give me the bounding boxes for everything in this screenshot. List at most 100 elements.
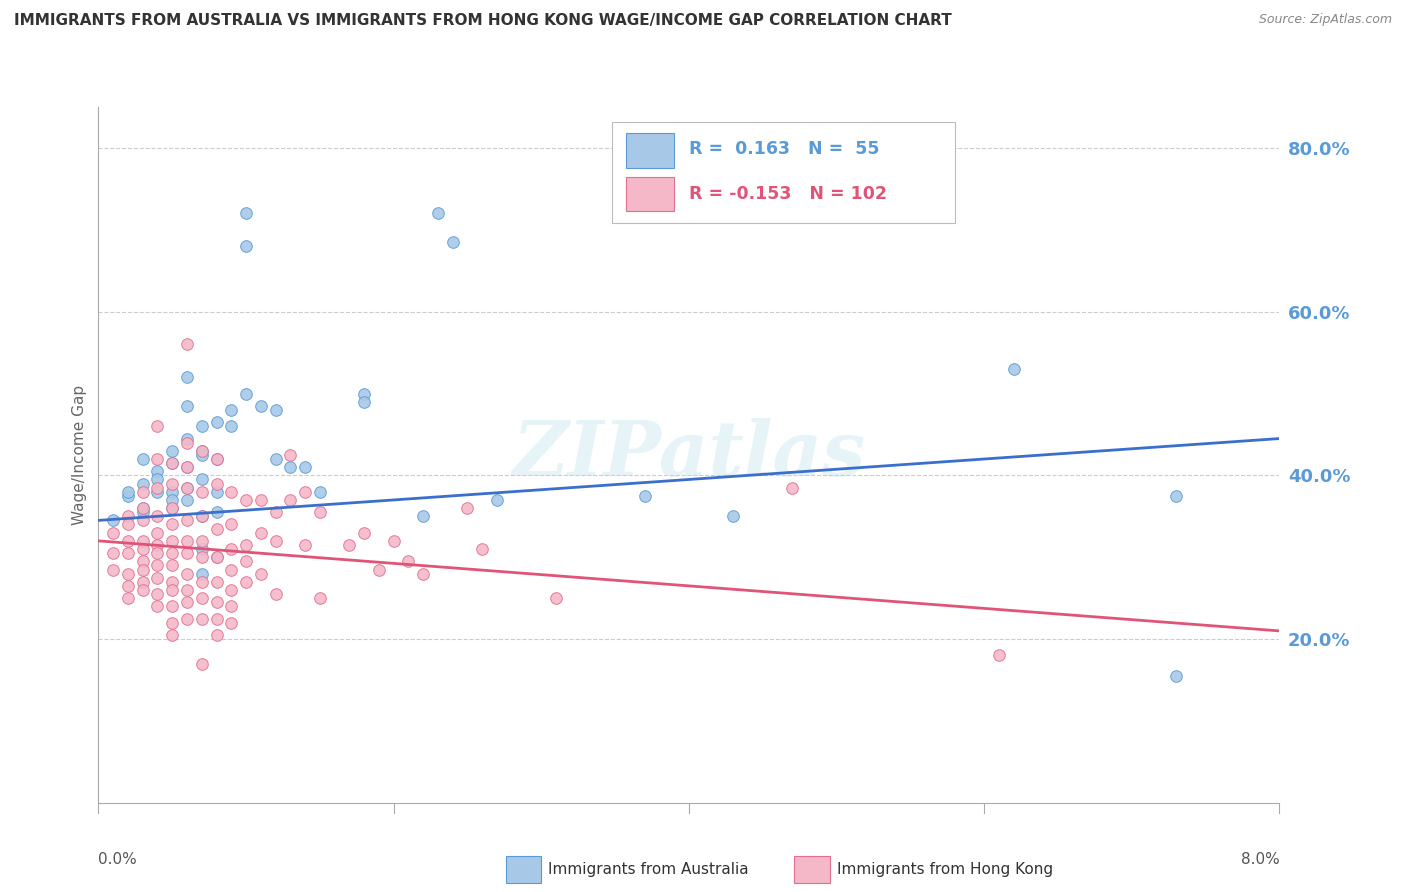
Point — [219, 403, 242, 417]
Point — [176, 481, 198, 495]
Text: ZIPatlas: ZIPatlas — [512, 418, 866, 491]
Point — [132, 501, 155, 516]
Point — [162, 628, 183, 642]
Point — [219, 542, 242, 557]
Point — [1164, 669, 1187, 683]
Point — [633, 489, 655, 503]
Point — [132, 476, 155, 491]
Point — [117, 566, 139, 581]
Point — [396, 554, 419, 568]
Point — [176, 546, 198, 560]
Point — [176, 432, 198, 446]
Point — [162, 533, 183, 548]
Point — [235, 239, 257, 253]
Point — [219, 615, 242, 630]
Point — [205, 612, 228, 626]
Point — [308, 484, 332, 499]
Point — [219, 419, 242, 434]
Point — [103, 513, 125, 527]
Point — [117, 546, 139, 560]
Point — [146, 587, 169, 601]
Point — [146, 525, 169, 540]
Point — [294, 460, 316, 475]
Point — [162, 456, 183, 470]
Text: Immigrants from Australia: Immigrants from Australia — [548, 863, 749, 877]
Point — [132, 554, 155, 568]
Point — [162, 546, 183, 560]
Point — [219, 484, 242, 499]
Y-axis label: Wage/Income Gap: Wage/Income Gap — [72, 384, 87, 525]
Point — [132, 542, 155, 557]
Point — [456, 501, 478, 516]
Point — [162, 484, 183, 499]
Point — [176, 595, 198, 609]
Point — [103, 525, 125, 540]
Point — [191, 657, 214, 671]
Point — [546, 591, 568, 606]
Point — [162, 501, 183, 516]
Point — [412, 566, 434, 581]
Point — [219, 599, 242, 614]
Point — [205, 452, 228, 467]
Point — [117, 533, 139, 548]
Point — [191, 443, 214, 458]
Point — [132, 533, 155, 548]
Point — [146, 538, 169, 552]
Text: R = -0.153   N = 102: R = -0.153 N = 102 — [689, 185, 887, 203]
Point — [146, 473, 169, 487]
Point — [146, 419, 169, 434]
Point — [162, 443, 183, 458]
FancyBboxPatch shape — [612, 122, 955, 223]
Point — [191, 473, 214, 487]
Point — [162, 517, 183, 532]
Point — [205, 550, 228, 565]
Point — [191, 443, 214, 458]
Point — [117, 484, 139, 499]
Point — [176, 582, 198, 597]
Point — [367, 562, 389, 576]
Point — [146, 484, 169, 499]
Point — [205, 484, 228, 499]
Point — [191, 448, 214, 462]
Text: IMMIGRANTS FROM AUSTRALIA VS IMMIGRANTS FROM HONG KONG WAGE/INCOME GAP CORRELATI: IMMIGRANTS FROM AUSTRALIA VS IMMIGRANTS … — [14, 13, 952, 29]
Point — [191, 550, 214, 565]
Point — [353, 525, 375, 540]
Point — [162, 582, 183, 597]
Point — [235, 574, 257, 589]
Point — [191, 591, 214, 606]
Point — [337, 538, 360, 552]
Point — [235, 386, 257, 401]
Point — [146, 571, 169, 585]
Point — [235, 538, 257, 552]
Point — [162, 574, 183, 589]
Point — [219, 517, 242, 532]
Point — [176, 370, 198, 384]
Point — [162, 558, 183, 573]
Point — [205, 628, 228, 642]
Point — [176, 481, 198, 495]
Point — [146, 558, 169, 573]
Point — [191, 574, 214, 589]
Point — [987, 648, 1010, 663]
Point — [176, 513, 198, 527]
Point — [103, 562, 125, 576]
Text: 0.0%: 0.0% — [98, 852, 138, 866]
Point — [162, 599, 183, 614]
Point — [205, 452, 228, 467]
Point — [191, 612, 214, 626]
FancyBboxPatch shape — [626, 133, 673, 168]
Point — [205, 574, 228, 589]
Point — [132, 452, 155, 467]
Point — [782, 481, 804, 495]
Point — [176, 460, 198, 475]
Point — [250, 525, 273, 540]
Point — [176, 566, 198, 581]
Point — [294, 538, 316, 552]
Point — [278, 492, 302, 507]
Point — [353, 394, 375, 409]
Point — [146, 452, 169, 467]
Point — [264, 452, 287, 467]
Point — [132, 582, 155, 597]
Point — [264, 403, 287, 417]
Point — [162, 492, 183, 507]
